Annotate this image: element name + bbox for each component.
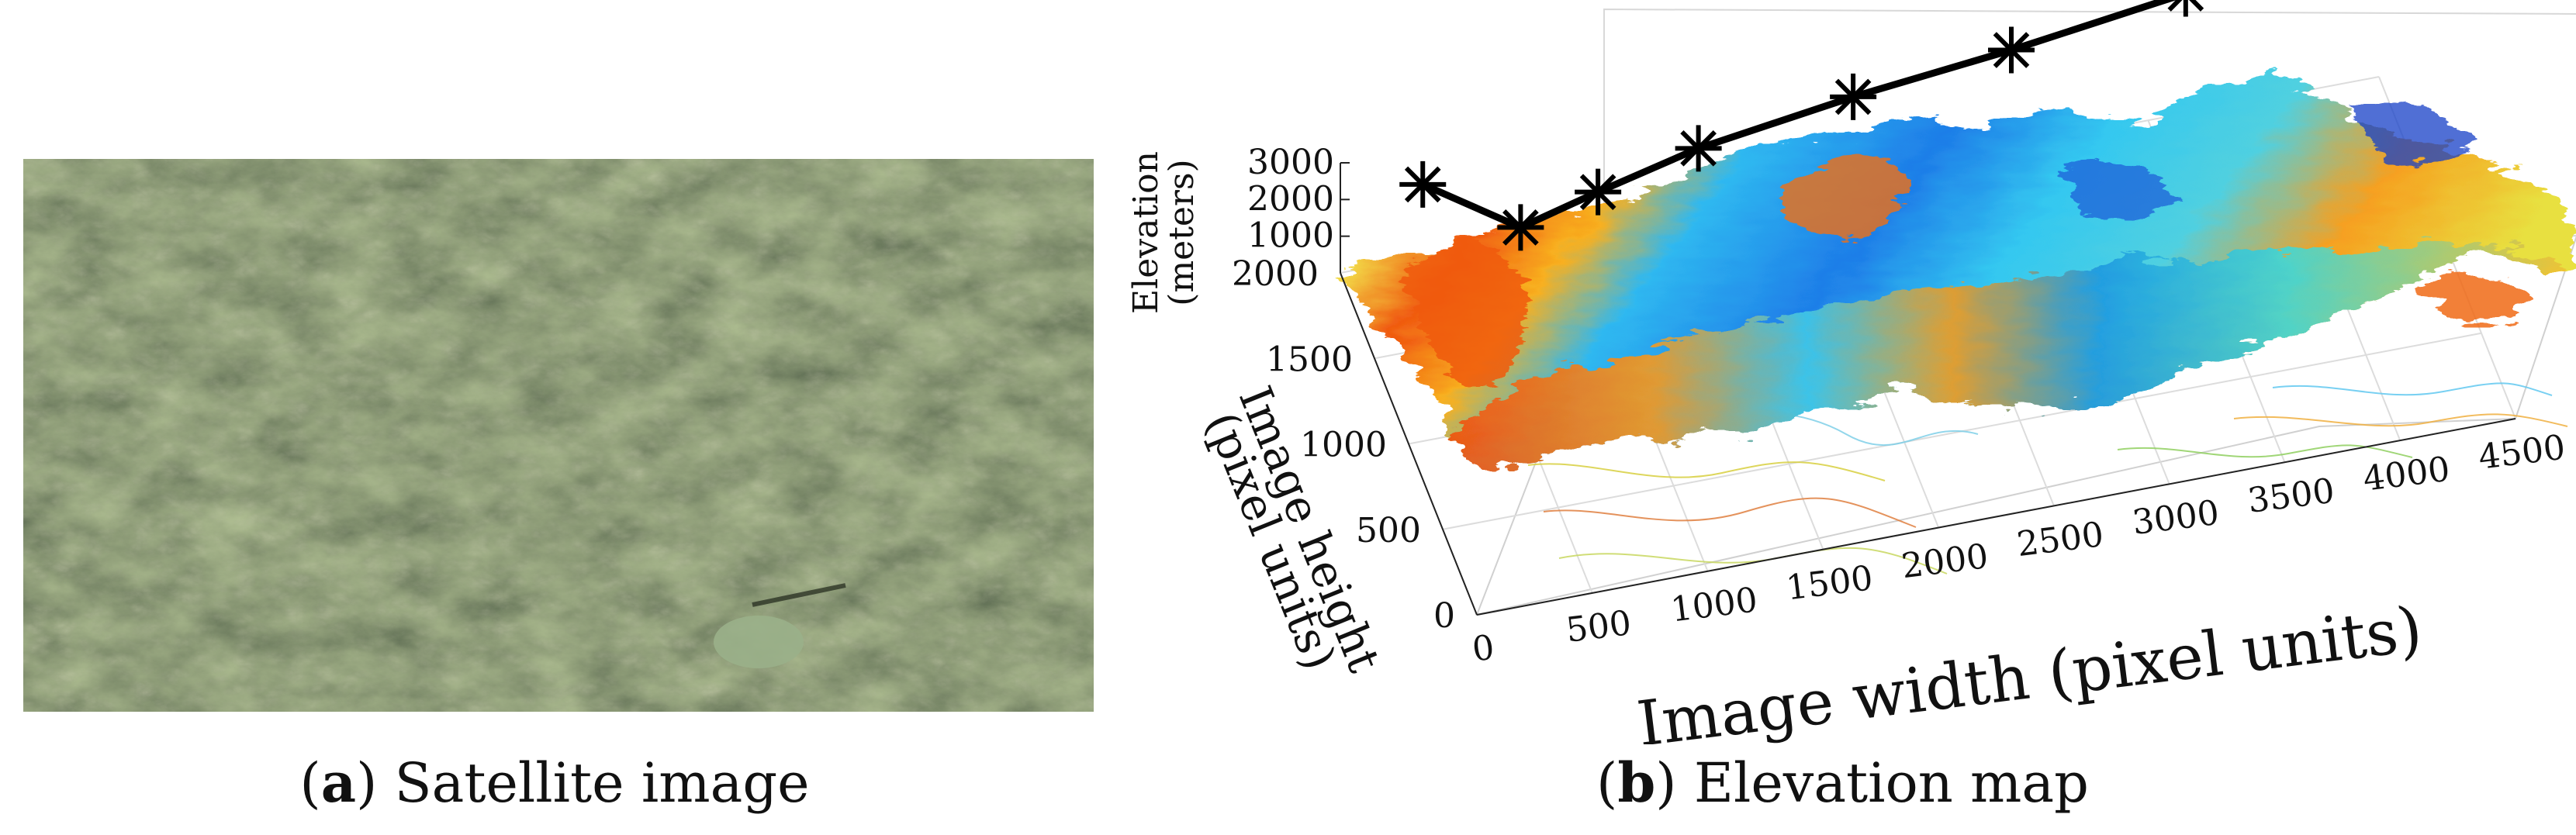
path-marker: [1575, 168, 1622, 216]
x-axis-line: [1476, 418, 2516, 616]
panel-a: (a) Satellite image: [0, 0, 1109, 835]
caption-b-text: Elevation map: [1693, 751, 2089, 815]
lake-shape: [714, 616, 804, 668]
z-axis-label-line2: (meters): [1162, 159, 1202, 305]
z-tick-label: 2000: [1247, 179, 1334, 219]
caption-a: (a) Satellite image: [299, 750, 810, 815]
x-tick-label: 4500: [2477, 427, 2567, 477]
x-tick-label: 2500: [2014, 515, 2105, 564]
path-series: [1399, 0, 2204, 251]
x-tick-label: 3000: [2130, 493, 2221, 543]
y-axis-line: [1340, 272, 1478, 616]
x-tick-label: 4000: [2361, 450, 2452, 499]
elevation-chart: 0 500 1000 1500 2000 2500 3000 3500 4000 4500 0 50…: [1126, 0, 2576, 761]
x-tick-label: 0: [1470, 628, 1496, 670]
path-marker: [1830, 73, 1877, 120]
y-tick-labels: 0 500 1000 1500 2000: [1232, 254, 1455, 636]
y-tick-label: 1000: [1300, 426, 1387, 465]
z-tick-label: 3000: [1247, 143, 1334, 182]
x-tick-label: 1500: [1784, 558, 1875, 608]
satellite-image: [23, 159, 1094, 712]
x-tick-label: 3500: [2246, 471, 2336, 521]
path-marker: [1399, 160, 1447, 208]
x-tick-label: 500: [1564, 603, 1634, 650]
elevation-surface: [1340, 70, 2575, 465]
x-tick-label: 1000: [1668, 580, 1759, 630]
z-axis-label-line1: Elevation: [1126, 151, 1166, 314]
x-tick-label: 2000: [1900, 537, 1990, 586]
path-marker: [2167, 0, 2204, 17]
y-tick-label: 0: [1433, 596, 1455, 636]
caption-b-letter: b: [1617, 750, 1656, 815]
path-marker: [1675, 125, 1722, 172]
y-tick-label: 2000: [1232, 254, 1319, 294]
z-tick-label: 1000: [1247, 216, 1334, 256]
caption-a-letter: a: [320, 750, 357, 815]
panel-b: 0 500 1000 1500 2000 2500 3000 3500 4000 4500 0 50…: [1109, 0, 2576, 835]
caption-b: (b) Elevation map: [1596, 750, 2089, 815]
path-marker: [1988, 26, 2035, 74]
path-marker: [1497, 204, 1544, 251]
caption-a-text: Satellite image: [394, 751, 810, 815]
y-tick-label: 1500: [1266, 340, 1353, 379]
y-tick-label: 500: [1356, 511, 1421, 550]
